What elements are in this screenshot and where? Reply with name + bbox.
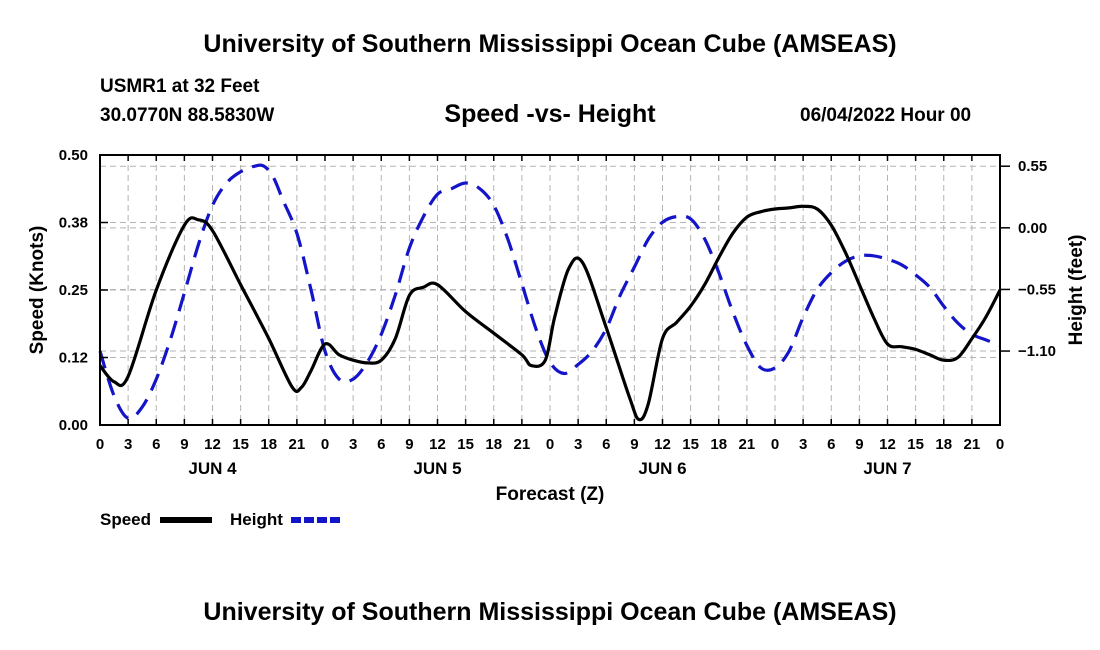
- x-day-label: JUN 4: [188, 459, 237, 478]
- x-tick-label: 3: [124, 436, 132, 453]
- x-tick-label: 6: [152, 436, 160, 453]
- series-line-speed: [98, 204, 1002, 422]
- series-layer: [98, 163, 1002, 422]
- x-tick-label: 6: [377, 436, 385, 453]
- y-left-tick-label: 0.00: [59, 417, 88, 434]
- y-axis-label-right: Height (feet): [1066, 235, 1087, 346]
- x-tick-label: 15: [682, 436, 699, 453]
- x-tick-label: 0: [96, 436, 104, 453]
- x-tick-label: 12: [879, 436, 896, 453]
- x-tick-label: 18: [485, 436, 502, 453]
- x-tick-label: 9: [405, 436, 413, 453]
- x-tick-label: 9: [855, 436, 863, 453]
- y-right-tick-label: 0.00: [1018, 220, 1047, 237]
- x-tick-label: 21: [964, 436, 981, 453]
- x-tick-label: 6: [827, 436, 835, 453]
- x-tick-label: 18: [710, 436, 727, 453]
- chart-title: University of Southern Mississippi Ocean…: [203, 30, 897, 58]
- x-tick-label: 3: [574, 436, 582, 453]
- x-tick-label: 18: [260, 436, 277, 453]
- x-tick-label: 15: [232, 436, 249, 453]
- x-day-label: JUN 5: [413, 459, 461, 478]
- legend-label-height: Height: [230, 510, 283, 529]
- legend: Speed Height: [100, 510, 343, 529]
- footer-title: University of Southern Mississippi Ocean…: [203, 598, 897, 626]
- x-tick-label: 9: [630, 436, 638, 453]
- x-tick-label: 21: [289, 436, 306, 453]
- x-tick-label: 6: [602, 436, 610, 453]
- chart-subtitle: Speed -vs- Height: [444, 100, 656, 128]
- y-axis-label-left: Speed (Knots): [27, 226, 48, 355]
- y-right-tick-label: 0.55: [1018, 158, 1047, 175]
- ticks: 0 3 6 9 12 15 18 21 0 3 6 9 12 15 18 21 0 3 6 9 12 15 18 21 0 3 6 9…: [59, 147, 1056, 478]
- legend-label-speed: Speed: [100, 510, 151, 529]
- x-tick-label: 18: [935, 436, 952, 453]
- y-left-tick-label: 0.50: [59, 147, 88, 164]
- y-right-tick-label: −0.55: [1018, 281, 1056, 298]
- x-tick-label: 3: [799, 436, 807, 453]
- x-tick-label: 9: [180, 436, 188, 453]
- x-tick-label: 3: [349, 436, 357, 453]
- y-left-tick-label: 0.12: [59, 350, 88, 367]
- x-tick-label: 15: [457, 436, 474, 453]
- forecast-datetime: 06/04/2022 Hour 00: [800, 105, 972, 126]
- x-tick-label: 0: [321, 436, 329, 453]
- x-tick-label: 12: [204, 436, 221, 453]
- y-left-tick-label: 0.38: [59, 215, 88, 232]
- x-day-label: JUN 6: [638, 459, 686, 478]
- y-right-tick-label: −1.10: [1018, 343, 1056, 360]
- x-tick-label: 12: [654, 436, 671, 453]
- grid: [100, 155, 1000, 425]
- x-tick-label: 21: [514, 436, 531, 453]
- x-tick-label: 15: [907, 436, 924, 453]
- x-day-label: JUN 7: [863, 459, 911, 478]
- x-tick-label: 12: [429, 436, 446, 453]
- x-tick-label: 0: [546, 436, 554, 453]
- station-label: USMR1 at 32 Feet: [100, 76, 260, 97]
- x-axis-label: Forecast (Z): [496, 484, 605, 505]
- y-left-tick-label: 0.25: [59, 282, 88, 299]
- x-tick-label: 0: [996, 436, 1004, 453]
- station-coordinates: 30.0770N 88.5830W: [100, 105, 275, 126]
- x-tick-label: 21: [739, 436, 756, 453]
- x-tick-label: 0: [771, 436, 779, 453]
- series-line-height: [98, 163, 1001, 421]
